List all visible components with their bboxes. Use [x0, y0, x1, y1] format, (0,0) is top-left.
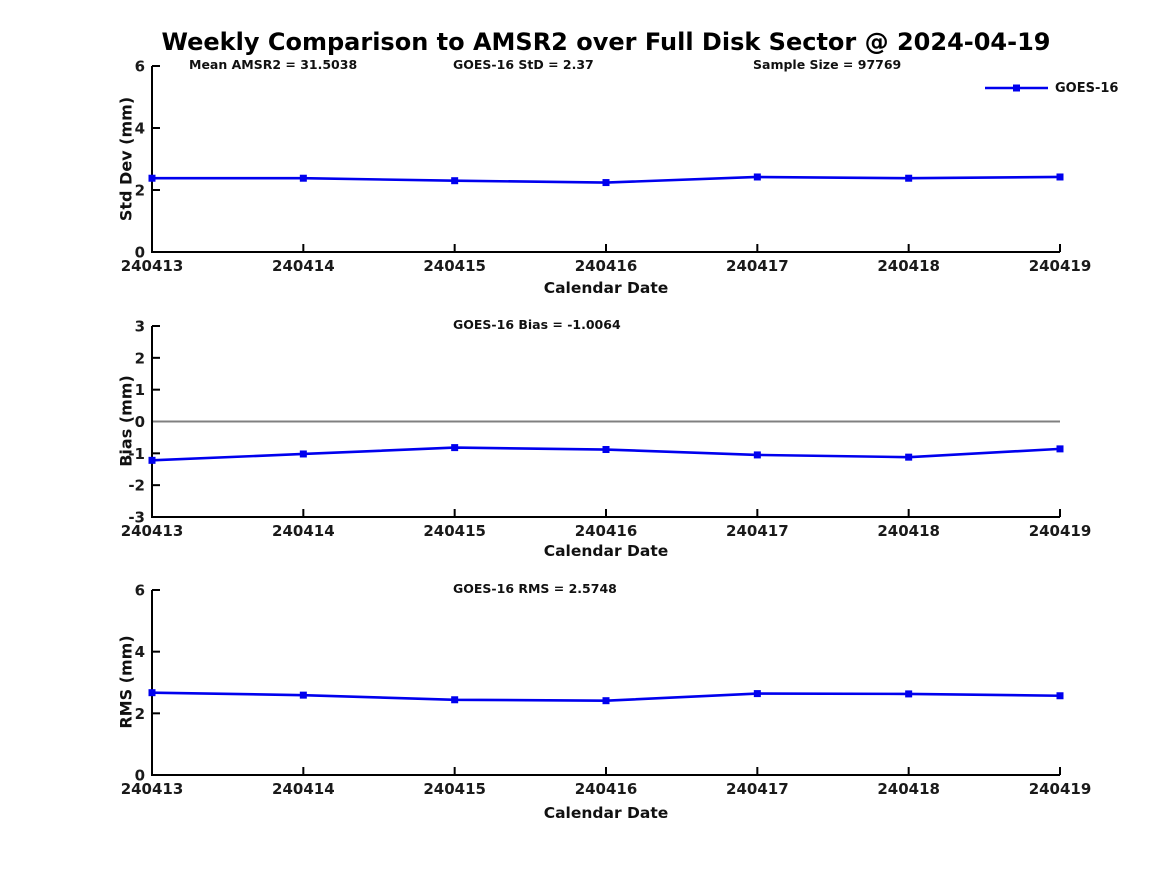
y-tick-label: -1: [128, 445, 145, 463]
x-tick-label: 240414: [272, 257, 335, 275]
y-tick-label: -3: [128, 509, 145, 527]
data-point-marker: [1056, 445, 1064, 453]
y-tick-label: 2: [135, 705, 145, 723]
annotation-goes16-rms: GOES-16 RMS = 2.5748: [453, 581, 617, 596]
x-tick-label: 240419: [1029, 257, 1092, 275]
data-point-marker: [148, 456, 156, 464]
x-tick-label: 240414: [272, 522, 335, 540]
y-tick-label: 0: [135, 413, 145, 431]
y-tick-label: 6: [135, 582, 145, 600]
y-tick-label: 2: [135, 349, 145, 367]
y-tick-label: 3: [135, 318, 145, 336]
data-point-marker: [299, 174, 307, 182]
y-tick-label: 0: [135, 767, 145, 785]
x-tick-label: 240416: [575, 257, 638, 275]
x-tick-label: 240415: [423, 780, 486, 798]
x-axis-label-1: Calendar Date: [543, 279, 669, 297]
legend-marker: [1013, 84, 1020, 92]
annotation-mean-amsr2: Mean AMSR2 = 31.5038: [189, 57, 358, 72]
data-point-marker: [299, 691, 307, 699]
legend-label: GOES-16: [1055, 81, 1119, 96]
x-tick-label: 240413: [121, 522, 184, 540]
annotation-sample-size: Sample Size = 97769: [753, 57, 902, 72]
x-tick-label: 240419: [1029, 522, 1092, 540]
y-tick-label: 6: [135, 58, 145, 76]
y-tick-label: 2: [135, 182, 145, 200]
data-point-marker: [1056, 173, 1064, 181]
y-tick-label: -2: [128, 477, 145, 495]
data-point-marker: [451, 177, 459, 185]
x-tick-label: 240416: [575, 522, 638, 540]
y-tick-label: 4: [135, 120, 145, 138]
data-point-marker: [451, 696, 459, 704]
x-tick-label: 240417: [726, 522, 789, 540]
y-axis-label-std-dev: Std Dev (mm): [116, 96, 136, 222]
data-point-marker: [753, 451, 761, 459]
x-tick-label: 240418: [877, 257, 940, 275]
data-point-marker: [905, 174, 913, 182]
x-tick-label: 240417: [726, 257, 789, 275]
x-tick-label: 240417: [726, 780, 789, 798]
data-point-marker: [148, 174, 156, 182]
data-point-marker: [1056, 692, 1064, 700]
y-axis-label-bias: Bias (mm): [116, 375, 136, 467]
x-tick-label: 240418: [877, 780, 940, 798]
data-point-marker: [299, 450, 307, 458]
x-tick-label: 240413: [121, 780, 184, 798]
x-tick-label: 240413: [121, 257, 184, 275]
annotation-goes16-bias: GOES-16 Bias = -1.0064: [453, 317, 621, 332]
x-tick-label: 240419: [1029, 780, 1092, 798]
x-tick-label: 240416: [575, 780, 638, 798]
x-axis-label-3: Calendar Date: [543, 804, 669, 822]
data-point-marker: [753, 690, 761, 698]
y-tick-label: 4: [135, 643, 145, 661]
x-tick-label: 240414: [272, 780, 335, 798]
x-axis-label-2: Calendar Date: [543, 542, 669, 560]
data-point-marker: [905, 690, 913, 698]
x-tick-label: 240415: [423, 522, 486, 540]
data-point-marker: [148, 689, 156, 697]
y-axis-label-rms: RMS (mm): [116, 635, 136, 729]
x-tick-label: 240418: [877, 522, 940, 540]
data-point-marker: [602, 179, 610, 187]
chart-title: Weekly Comparison to AMSR2 over Full Dis…: [161, 28, 1051, 56]
data-point-marker: [602, 697, 610, 705]
data-point-marker: [905, 453, 913, 461]
annotation-goes16-std: GOES-16 StD = 2.37: [453, 57, 594, 72]
x-tick-label: 240415: [423, 257, 486, 275]
data-point-marker: [753, 173, 761, 181]
y-tick-label: 1: [135, 381, 145, 399]
data-point-marker: [451, 444, 459, 452]
data-point-marker: [602, 446, 610, 454]
y-tick-label: 0: [135, 244, 145, 262]
